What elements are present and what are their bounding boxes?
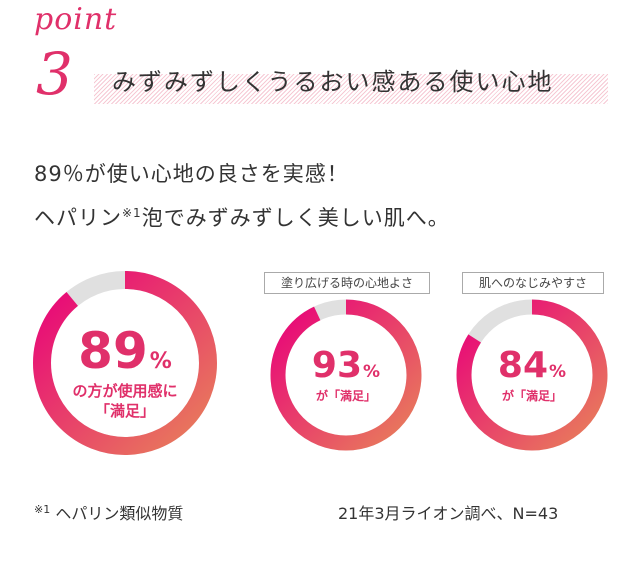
ring-value-arc <box>456 299 608 451</box>
ring-caption: が「満足」 <box>501 389 562 403</box>
ring-caption-line-1: の方が使用感に <box>72 382 178 400</box>
ring-unit: % <box>363 362 381 382</box>
ring-value: 84% <box>456 347 608 385</box>
ring-number: 89 <box>78 322 148 380</box>
survey-source: 21年3月ライオン調べ、N=43 <box>338 504 559 523</box>
point-label: point <box>34 2 118 37</box>
footnote-ref: ※1 <box>122 206 142 220</box>
ring-value-arc <box>270 299 422 451</box>
ring-unit: % <box>549 362 567 382</box>
ring-value-arc <box>33 271 217 455</box>
section-heading: みずみずしくうるおい感ある使い心地 <box>112 68 554 96</box>
lead-line-2: ヘパリン※1泡でみずみずしく美しい肌へ。 <box>34 202 450 232</box>
satisfaction-ring-spreading: 93% が「満足」 <box>270 299 422 451</box>
footnote-mark: ※1 <box>34 503 51 516</box>
ring-caption: が「満足」 <box>315 389 376 403</box>
ring-tag-absorption: 肌へのなじみやすさ <box>462 272 604 294</box>
heading-highlight-band <box>94 74 608 104</box>
ring-chart <box>456 299 608 451</box>
ring-chart <box>270 299 422 451</box>
ring-value: 89% <box>32 326 218 376</box>
ring-chart <box>33 271 217 455</box>
lead-line-2-end: 泡でみずみずしく美しい肌へ。 <box>141 206 450 230</box>
satisfaction-ring-overall: 89% の方が使用感に 「満足」 <box>32 270 218 456</box>
ring-number: 84 <box>497 345 549 386</box>
lead-line-1: 89％が使い心地の良さを実感！ <box>34 162 349 186</box>
ring-tag-spreading: 塗り広げる時の心地よさ <box>264 272 430 294</box>
ring-number: 93 <box>311 345 363 386</box>
ring-value: 93% <box>270 347 422 385</box>
footnote-text: ヘパリン類似物質 <box>55 504 184 523</box>
point-number: 3 <box>36 40 73 108</box>
ring-unit: % <box>149 349 172 374</box>
lead-line-2-start: ヘパリン <box>34 206 122 230</box>
satisfaction-ring-absorption: 84% が「満足」 <box>456 299 608 451</box>
footnote: ※1 ヘパリン類似物質 <box>34 500 183 524</box>
ring-caption-line-2: 「満足」 <box>94 402 155 420</box>
